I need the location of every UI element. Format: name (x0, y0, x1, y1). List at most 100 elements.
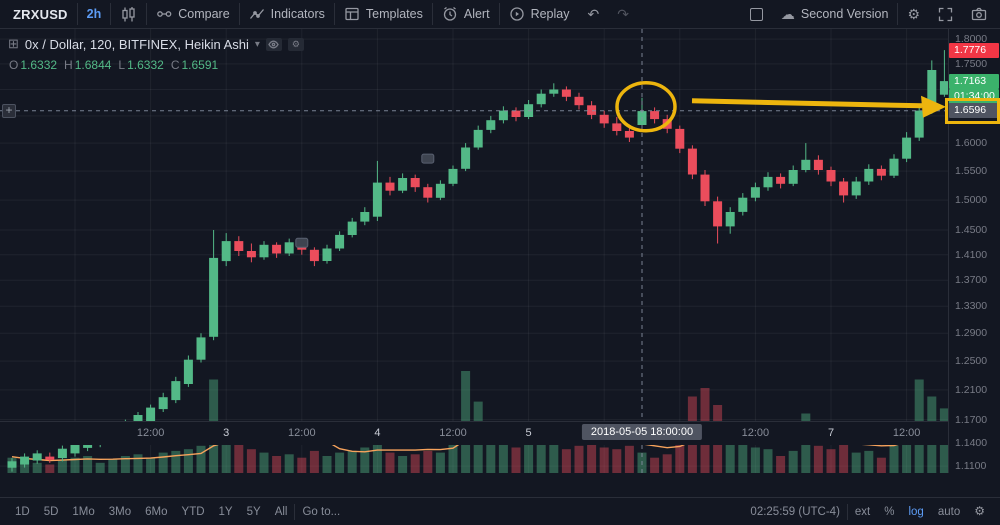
ohlc-close-value: 1.6591 (181, 58, 219, 72)
range-button-all[interactable]: All (274, 505, 288, 518)
chart-properties-button[interactable]: ⚙ (898, 0, 929, 28)
fullscreen-icon (938, 7, 953, 21)
price-axis[interactable]: 1.7776 1.7163 01:34:00 1.6596 1.8000 1.75… (945, 29, 1000, 473)
alert-button[interactable]: Alert (433, 0, 499, 28)
eye-icon (268, 40, 280, 48)
price-axis-label: 1.1700 (955, 413, 988, 426)
price-axis-label: 1.4100 (955, 248, 988, 261)
divider (294, 503, 296, 520)
time-axis-tick: 4 (374, 427, 381, 439)
screenshot-button[interactable] (962, 0, 996, 28)
gear-icon: ⚙ (974, 504, 985, 518)
divider (146, 3, 148, 25)
redo-button[interactable]: ↷ (608, 0, 638, 28)
range-button-ytd[interactable]: YTD (181, 505, 205, 518)
chart-legend: ⊞ 0x / Dollar, 120, BITFINEX, Heikin Ash… (8, 36, 304, 72)
time-axis-tick: 12:00 (741, 427, 770, 439)
highlight-circle-annotation[interactable] (615, 81, 677, 133)
bottom-settings-button[interactable]: ⚙ (967, 505, 992, 518)
price-axis-label: 1.1100 (955, 460, 987, 473)
layout-select-button[interactable] (741, 0, 772, 28)
chart-area: ⊞ 0x / Dollar, 120, BITFINEX, Heikin Ash… (0, 29, 1000, 473)
templates-button[interactable]: Templates (335, 0, 432, 28)
legend-settings-button[interactable]: ⚙ (287, 37, 304, 51)
range-button-5y[interactable]: 5Y (246, 505, 261, 518)
gear-icon: ⚙ (291, 38, 300, 49)
price-chart-canvas[interactable] (0, 29, 948, 473)
markers-layer (295, 153, 435, 248)
candlestick-icon (122, 6, 135, 21)
highlight-arrow-annotation[interactable] (691, 98, 923, 109)
time-axis-tick: 12:00 (439, 427, 467, 439)
price-axis-label: 1.4500 (955, 224, 988, 236)
price-axis-label: 1.5500 (955, 165, 988, 178)
clock-label[interactable]: 02:25:59 (UTC-4) (750, 505, 840, 518)
time-axis-tick: 12:00 (136, 427, 165, 439)
fullscreen-button[interactable] (929, 0, 962, 28)
scale-button-percent[interactable]: % (884, 505, 895, 518)
price-axis-label: 1.5000 (955, 194, 988, 207)
compare-icon (157, 11, 172, 17)
compare-button[interactable]: Compare (147, 0, 238, 28)
crosshair-layer (0, 29, 948, 473)
indicators-label: Indicators (270, 7, 325, 21)
divider (76, 3, 78, 25)
top-toolbar: ZRXUSD 2h Compare Indicators Templates A… (0, 0, 1000, 29)
range-button-5d[interactable]: 5D (43, 505, 59, 518)
price-axis-label: 1.3300 (955, 300, 988, 313)
legend-symbol-title[interactable]: 0x / Dollar, 120, BITFINEX, Heikin Ashi (24, 36, 249, 52)
divider (431, 3, 433, 25)
divider (110, 3, 112, 25)
chevron-down-icon[interactable]: ▾ (254, 38, 260, 50)
symbol-button[interactable]: ZRXUSD (13, 6, 68, 22)
ohlc-low-label: L (118, 58, 126, 72)
undo-icon: ↶ (587, 6, 600, 22)
price-axis-label: 1.2500 (955, 355, 988, 368)
camera-icon (971, 7, 987, 21)
scale-button-auto[interactable]: auto (937, 505, 961, 518)
legend-eye-button[interactable] (265, 37, 282, 51)
divider (333, 3, 335, 25)
range-button-1y[interactable]: 1Y (218, 505, 233, 518)
range-button-1d[interactable]: 1D (15, 505, 30, 518)
price-axis-label: 1.2900 (955, 327, 988, 340)
add-alert-plus-button[interactable]: + (2, 103, 16, 118)
symbol-search-icon[interactable]: ⊞ (8, 36, 19, 51)
range-button-6mo[interactable]: 6Mo (145, 505, 168, 518)
gear-icon: ⚙ (907, 6, 920, 22)
range-button-3mo[interactable]: 3Mo (108, 505, 132, 518)
redo-icon: ↷ (617, 6, 629, 22)
replay-icon (509, 7, 524, 21)
ohlc-high-value: 1.6844 (74, 58, 112, 72)
scale-button-log[interactable]: log (908, 505, 924, 518)
time-axis-tick: 3 (223, 427, 230, 439)
crosshair-date-badge: 2018-05-05 18:00:00 (581, 424, 703, 440)
templates-label: Templates (365, 7, 423, 21)
ohlc-values: O 1.6332 H 1.6844 L 1.6332 C 1.6591 (8, 58, 304, 72)
indicators-button[interactable]: Indicators (240, 0, 334, 28)
undo-button[interactable]: ↶ (578, 0, 608, 28)
interval-button[interactable]: 2h (86, 7, 102, 21)
price-axis-label: 1.7500 (955, 57, 988, 70)
highlight-arrow-head (921, 95, 946, 118)
ohlc-high-label: H (64, 58, 73, 72)
chart-style-button[interactable] (111, 0, 146, 28)
layout-name-label: Second Version (800, 7, 889, 21)
date-range-row: 1D 5D 1Mo 3Mo 6Mo YTD 1Y 5Y All (8, 506, 294, 518)
price-axis-label: 1.1400 (955, 436, 988, 449)
goto-button[interactable]: Go to... (302, 505, 341, 518)
time-axis-tick: 12:00 (892, 427, 921, 439)
divider (897, 3, 899, 25)
cloud-save-button[interactable]: ☁ Second Version (772, 0, 898, 28)
ohlc-low-value: 1.6332 (127, 58, 164, 72)
divider (498, 3, 500, 25)
time-axis[interactable]: 2018-05-05 18:00:00 12:00 3 12:00 4 12:00 5 12… (0, 421, 948, 445)
crosshair-price-badge: 1.6596 (949, 103, 999, 119)
cloud-icon: ☁ (780, 6, 795, 22)
replay-button[interactable]: Replay (500, 0, 579, 28)
scale-button-ext[interactable]: ext (854, 505, 871, 518)
highlight-box-annotation (945, 97, 1000, 124)
indicators-icon (249, 9, 264, 19)
range-button-1mo[interactable]: 1Mo (72, 505, 95, 518)
price-axis-label: 1.3700 (955, 274, 988, 287)
